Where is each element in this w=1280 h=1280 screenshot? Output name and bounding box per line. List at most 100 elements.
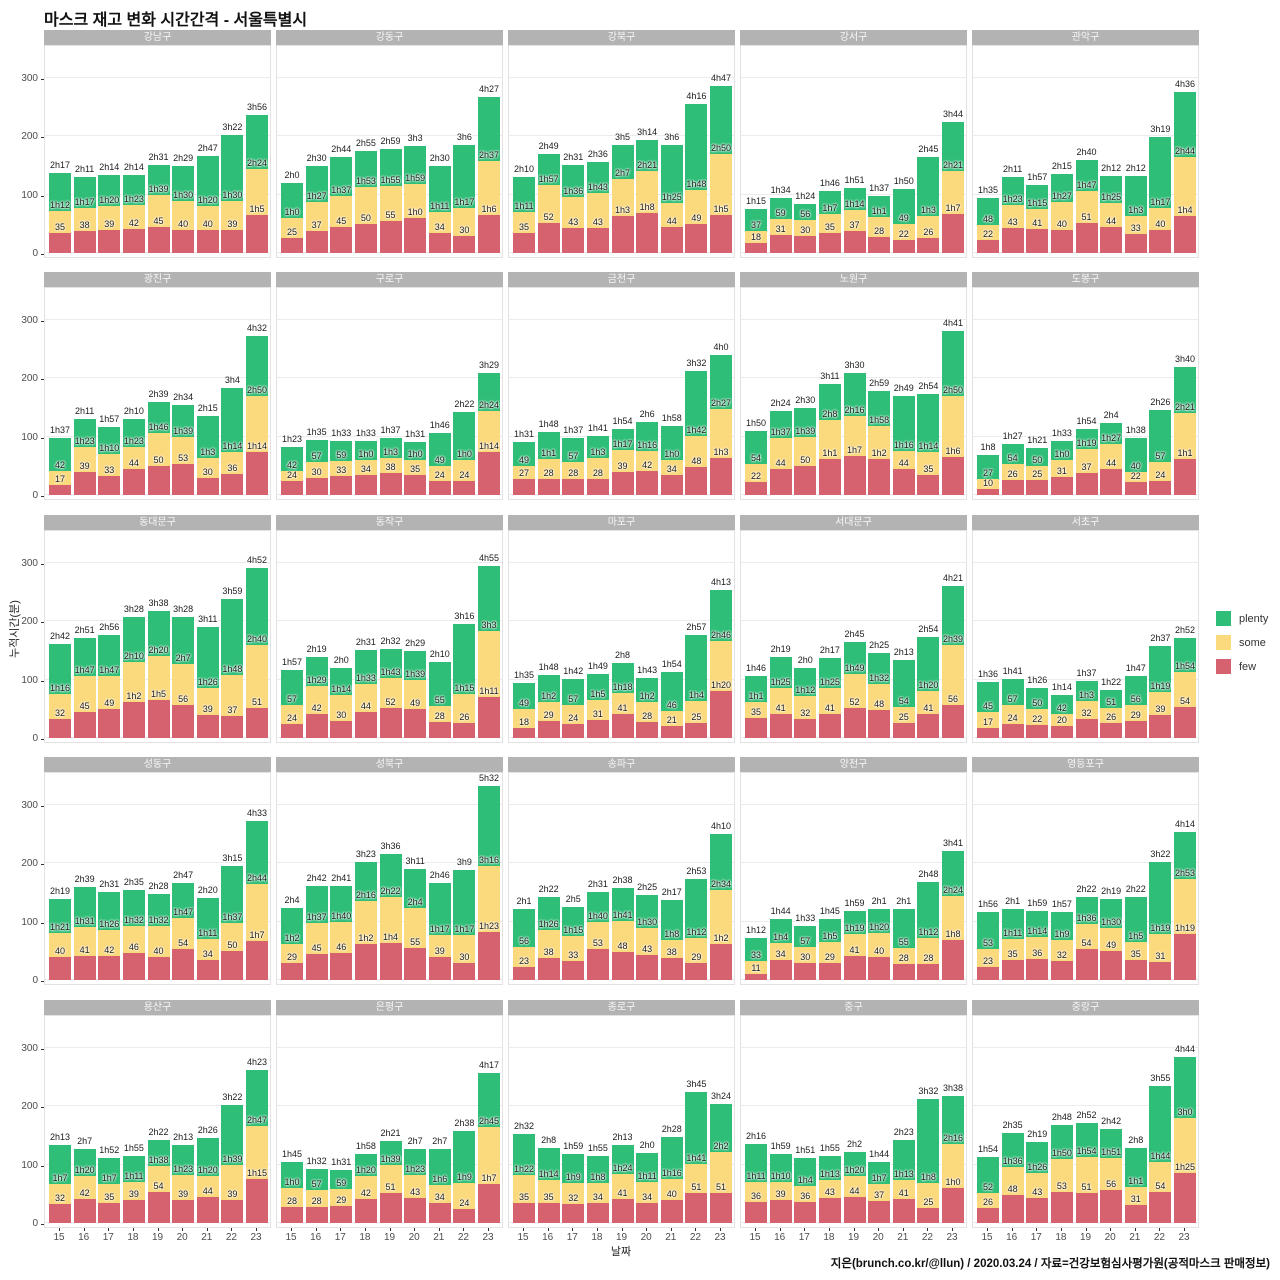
bar-label-some: 1h20 [355,1165,376,1176]
bar-label-few: 35 [923,463,934,474]
stacked-bar: 36 1h11 2h16 [745,1131,767,1223]
facet-panel: 22 54 1h50 44 1h37 2h24 50 1h39 2h30 1h1 2h8 3h11 1h… [740,287,967,500]
bar-segment-some [917,691,940,715]
bar-segment-few [868,458,891,495]
legend-item-plenty: plenty [1216,611,1268,626]
bar-label-some: 2h45 [478,1115,500,1126]
bar-label-some: 1h1 [541,448,557,459]
stacked-bar: 34 1h4 1h44 [769,906,792,980]
bar-label-few: 50 [227,939,238,950]
bar-segment-plenty [942,851,964,897]
bar-segment-plenty [1124,437,1147,472]
bar-label-some: 1h48 [222,664,243,675]
y-tick-label: 100 [21,189,38,201]
bar-segment-plenty [917,636,940,692]
bar-segment-few [305,231,328,253]
bar-label-some: 2h46 [710,630,732,641]
x-axis-title: 날짜 [610,1246,632,1258]
gridline [45,562,270,564]
stacked-bar: 29 56 1h47 [1124,663,1147,738]
bar-segment-plenty [843,188,866,210]
bar-segment-some [562,1182,585,1205]
bar-label-few: 1h5 [249,204,265,215]
bar-label-plenty: 2h13 [49,1132,71,1143]
stacked-bar: 39 1h10 1h59 [769,1141,792,1223]
bar-label-some: 3h0 [1177,1107,1193,1118]
bar-segment-few [685,467,708,495]
stacked-bar: 44 1h20 2h2 [843,1139,866,1223]
stacked-bar: 36 1h4 1h51 [794,1145,817,1223]
bar-label-some: 1h23 [74,435,95,446]
bar-label-plenty: 2h13 [612,1132,633,1143]
bar-segment-few [685,1193,708,1223]
gridline [45,1047,270,1049]
bar-label-plenty: 3h32 [686,358,707,369]
stacked-bar: 51 1h47 2h40 [1075,147,1098,253]
x-tick-label: 23 [482,1232,494,1243]
bar-segment-few [818,232,841,253]
y-tick-label: 200 [21,616,38,628]
bar-label-few: 26 [1106,711,1117,722]
bar-label-few: 44 [849,1186,860,1197]
bar-segment-plenty [73,418,96,447]
stacked-bar: 1h3 2h7 3h5 [611,132,634,253]
bar-label-plenty: 2h1 [516,896,532,907]
x-tick [463,1228,465,1231]
bar-segment-few [794,465,817,495]
gridline [509,77,734,79]
bar-label-few: 1h0 [945,1177,961,1188]
stacked-bar: 1h23 3h16 5h32 [478,773,500,980]
bar-label-few: 48 [617,941,628,952]
bar-label-few: 38 [543,946,554,957]
bar-label-plenty: 3h24 [710,1091,732,1102]
stacked-bar: 35 1h11 2h10 [513,164,535,253]
bar-segment-plenty [122,889,145,927]
stacked-bar: 37 1h7 1h44 [868,1149,891,1223]
x-tick [1011,1228,1013,1231]
bar-label-plenty: 1h8 [980,442,996,453]
gridline [741,1105,966,1107]
bar-segment-plenty [1026,447,1049,466]
bar-segment-plenty [1124,675,1147,706]
x-tick-label: 19 [1079,1232,1092,1243]
bar-segment-plenty [769,1153,792,1183]
bar-label-some: 1h47 [173,906,194,917]
bar-segment-some [794,220,817,236]
bar-segment-few [892,723,915,738]
stacked-bar: 38 1h17 2h11 [73,164,96,253]
bar-label-few: 23 [982,955,994,966]
bar-segment-plenty [818,918,841,943]
stacked-bar: 24 1h9 2h38 [453,1118,476,1223]
bar-segment-plenty [917,1099,940,1184]
bar-segment-few [246,215,268,253]
bar-label-plenty: 2h19 [306,643,327,654]
bar-segment-few [636,470,659,495]
stacked-bar: 39 1h19 2h37 [1149,633,1172,738]
stacked-bar: 29 1h12 2h53 [685,866,708,980]
bar-label-plenty: 3h9 [456,856,472,867]
bar-segment-some [710,409,732,459]
bar-segment-few [660,1199,683,1223]
bar-label-some: 1h38 [148,1154,169,1165]
bar-segment-few [172,948,195,980]
bar-segment-few [1075,1193,1098,1223]
stacked-bar: 40 1h30 2h29 [172,153,195,253]
legend-label-few: few [1239,660,1257,673]
bar-label-plenty: 2h12 [1101,163,1122,174]
bar-label-plenty: 2h45 [918,143,939,154]
bar-label-few: 36 [227,463,238,474]
x-tick [779,1228,781,1231]
stacked-bar: 28 57 1h32 [305,1156,328,1223]
y-tick [40,254,44,255]
bar-label-plenty: 3h22 [1150,849,1171,860]
bar-label-few: 46 [336,942,347,953]
bar-segment-few [745,242,767,253]
bar-label-plenty: 3h55 [1150,1072,1171,1083]
bar-segment-plenty [1174,92,1196,158]
bar-label-some: 1h3 [200,447,216,458]
bar-segment-some [745,463,767,483]
bar-label-plenty: 1h26 [1027,674,1048,685]
stacked-bar: 30 56 1h24 [794,191,817,253]
bar-label-some: 1h51 [1101,1147,1122,1158]
bar-segment-few [172,705,195,738]
